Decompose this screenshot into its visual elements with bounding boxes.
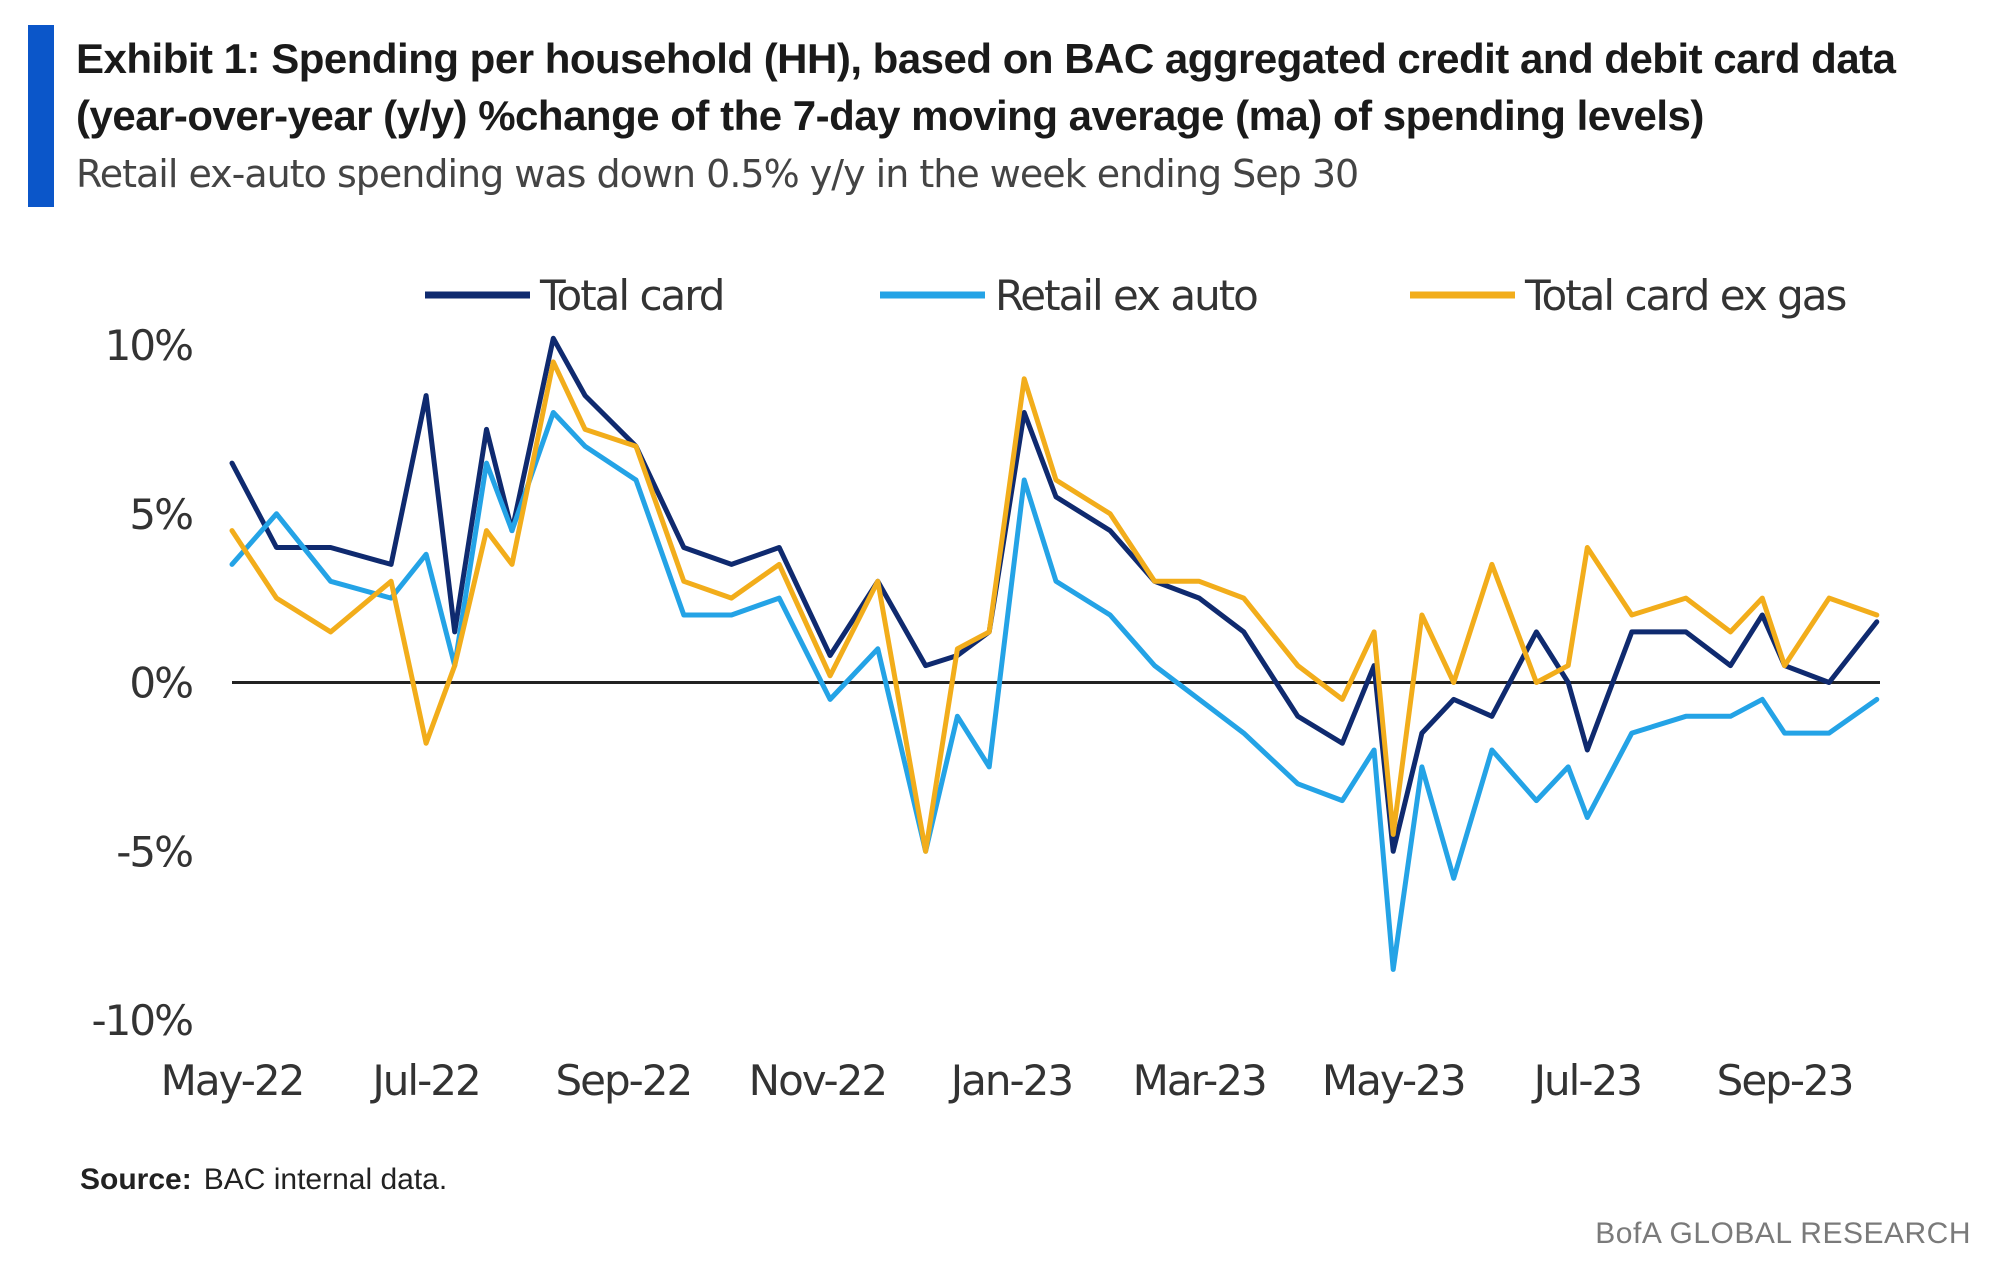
- x-tick-label: Nov-22: [749, 1056, 886, 1105]
- x-tick-label: Sep-22: [555, 1056, 691, 1105]
- legend-label-retail-ex-auto: Retail ex auto: [995, 271, 1257, 320]
- x-tick-label: Jan-23: [948, 1056, 1072, 1105]
- series-group: [229, 335, 1880, 972]
- x-tick-label: May-23: [1322, 1056, 1465, 1105]
- legend-label-total-card-ex-gas: Total card ex gas: [1524, 271, 1846, 320]
- legend: Total card Retail ex auto Total card ex ga…: [425, 271, 1848, 320]
- series-line-retail-ex-auto: [229, 410, 1880, 972]
- line-chart: Total card Retail ex auto Total card ex ga…: [91, 271, 1880, 1105]
- y-tick-label: 0%: [129, 659, 192, 708]
- series-line-total-card-ex-gas: [229, 359, 1880, 854]
- x-tick-label: Mar-23: [1133, 1056, 1266, 1105]
- y-tick-label: 5%: [129, 490, 192, 539]
- source-label: Source:: [80, 1163, 192, 1196]
- chart-subtitle: Retail ex-auto spending was down 0.5% y/…: [76, 152, 1359, 196]
- series-line-total-card: [229, 335, 1880, 854]
- source-note: Source: BAC internal data.: [80, 1163, 447, 1197]
- x-axis: May-22 Jul-22 Sep-22 Nov-22 Jan-23 Mar-23 May-…: [161, 1056, 1855, 1105]
- chart-title: Exhibit 1: Spending per household (HH), …: [76, 35, 1896, 139]
- x-tick-label: May-22: [161, 1056, 304, 1105]
- title-accent-bar: [28, 25, 54, 207]
- x-tick-label: Sep-23: [1717, 1056, 1853, 1105]
- legend-label-total-card: Total card: [539, 271, 723, 320]
- y-tick-label: -5%: [116, 827, 192, 876]
- y-axis: 10% 5% 0% -5% -10%: [91, 321, 194, 1045]
- source-text: BAC internal data.: [203, 1163, 448, 1196]
- y-tick-label: 10%: [105, 321, 192, 370]
- y-tick-label: -10%: [91, 996, 192, 1045]
- brand-footer: BofA GLOBAL RESEARCH: [1595, 1217, 1971, 1250]
- x-tick-label: Jul-23: [1531, 1056, 1641, 1105]
- x-tick-label: Jul-22: [369, 1056, 479, 1105]
